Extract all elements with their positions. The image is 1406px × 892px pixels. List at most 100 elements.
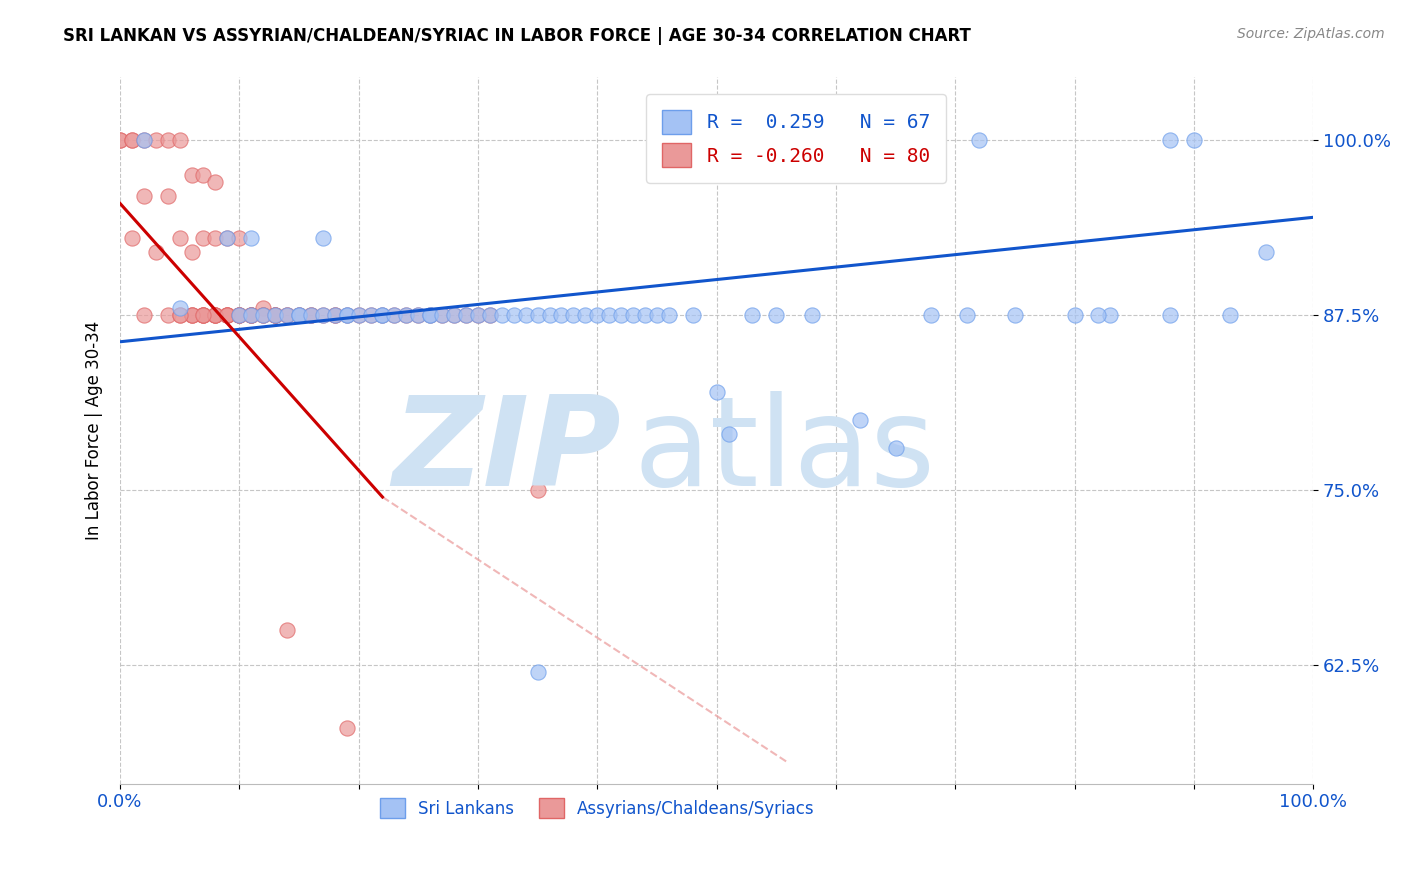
Point — [526, 483, 548, 497]
Point — [312, 231, 335, 245]
Point — [336, 308, 359, 322]
Point — [156, 189, 179, 203]
Point — [228, 308, 250, 322]
Point — [288, 308, 311, 322]
Point — [956, 308, 979, 322]
Point — [299, 308, 322, 322]
Point — [371, 308, 394, 322]
Point — [1099, 308, 1122, 322]
Point — [240, 308, 263, 322]
Point — [180, 308, 202, 322]
Point — [395, 308, 418, 322]
Point — [217, 231, 239, 245]
Point — [193, 231, 215, 245]
Point — [193, 308, 215, 322]
Text: atlas: atlas — [633, 392, 935, 512]
Point — [240, 308, 263, 322]
Point — [299, 308, 322, 322]
Point — [204, 308, 226, 322]
Point — [228, 308, 250, 322]
Point — [347, 308, 370, 322]
Point — [884, 441, 907, 455]
Point — [443, 308, 465, 322]
Point — [323, 308, 346, 322]
Point — [610, 308, 633, 322]
Point — [1254, 245, 1277, 260]
Legend: Sri Lankans, Assyrians/Chaldeans/Syriacs: Sri Lankans, Assyrians/Chaldeans/Syriacs — [373, 791, 821, 825]
Point — [645, 308, 668, 322]
Point — [252, 308, 274, 322]
Point — [145, 245, 167, 260]
Point — [454, 308, 477, 322]
Point — [706, 385, 728, 400]
Point — [132, 133, 155, 147]
Point — [550, 308, 572, 322]
Point — [132, 189, 155, 203]
Point — [299, 308, 322, 322]
Point — [240, 231, 263, 245]
Point — [276, 308, 298, 322]
Text: SRI LANKAN VS ASSYRIAN/CHALDEAN/SYRIAC IN LABOR FORCE | AGE 30-34 CORRELATION CH: SRI LANKAN VS ASSYRIAN/CHALDEAN/SYRIAC I… — [63, 27, 972, 45]
Point — [252, 301, 274, 316]
Point — [288, 308, 311, 322]
Point — [419, 308, 441, 322]
Point — [276, 308, 298, 322]
Point — [240, 308, 263, 322]
Point — [180, 245, 202, 260]
Point — [156, 133, 179, 147]
Point — [156, 308, 179, 322]
Point — [132, 133, 155, 147]
Point — [586, 308, 609, 322]
Point — [478, 308, 501, 322]
Point — [1182, 133, 1205, 147]
Point — [801, 308, 824, 322]
Point — [430, 308, 453, 322]
Point — [502, 308, 524, 322]
Point — [384, 308, 406, 322]
Point — [1004, 308, 1026, 322]
Point — [454, 308, 477, 322]
Point — [478, 308, 501, 322]
Point — [193, 169, 215, 183]
Point — [621, 308, 644, 322]
Point — [920, 308, 942, 322]
Point — [145, 133, 167, 147]
Point — [264, 308, 287, 322]
Point — [360, 308, 382, 322]
Point — [252, 308, 274, 322]
Point — [515, 308, 537, 322]
Point — [217, 308, 239, 322]
Point — [562, 308, 585, 322]
Point — [217, 308, 239, 322]
Point — [371, 308, 394, 322]
Point — [849, 413, 872, 427]
Point — [180, 308, 202, 322]
Point — [193, 308, 215, 322]
Point — [1159, 133, 1181, 147]
Point — [347, 308, 370, 322]
Point — [288, 308, 311, 322]
Point — [240, 308, 263, 322]
Point — [217, 308, 239, 322]
Point — [276, 308, 298, 322]
Point — [228, 231, 250, 245]
Point — [408, 308, 430, 322]
Point — [264, 308, 287, 322]
Point — [634, 308, 657, 322]
Point — [336, 308, 359, 322]
Point — [169, 308, 191, 322]
Point — [1063, 308, 1085, 322]
Point — [121, 133, 143, 147]
Point — [121, 231, 143, 245]
Point — [288, 308, 311, 322]
Point — [717, 427, 740, 442]
Point — [443, 308, 465, 322]
Point — [430, 308, 453, 322]
Point — [526, 665, 548, 679]
Point — [371, 308, 394, 322]
Point — [491, 308, 513, 322]
Point — [264, 308, 287, 322]
Point — [467, 308, 489, 322]
Point — [1219, 308, 1241, 322]
Point — [384, 308, 406, 322]
